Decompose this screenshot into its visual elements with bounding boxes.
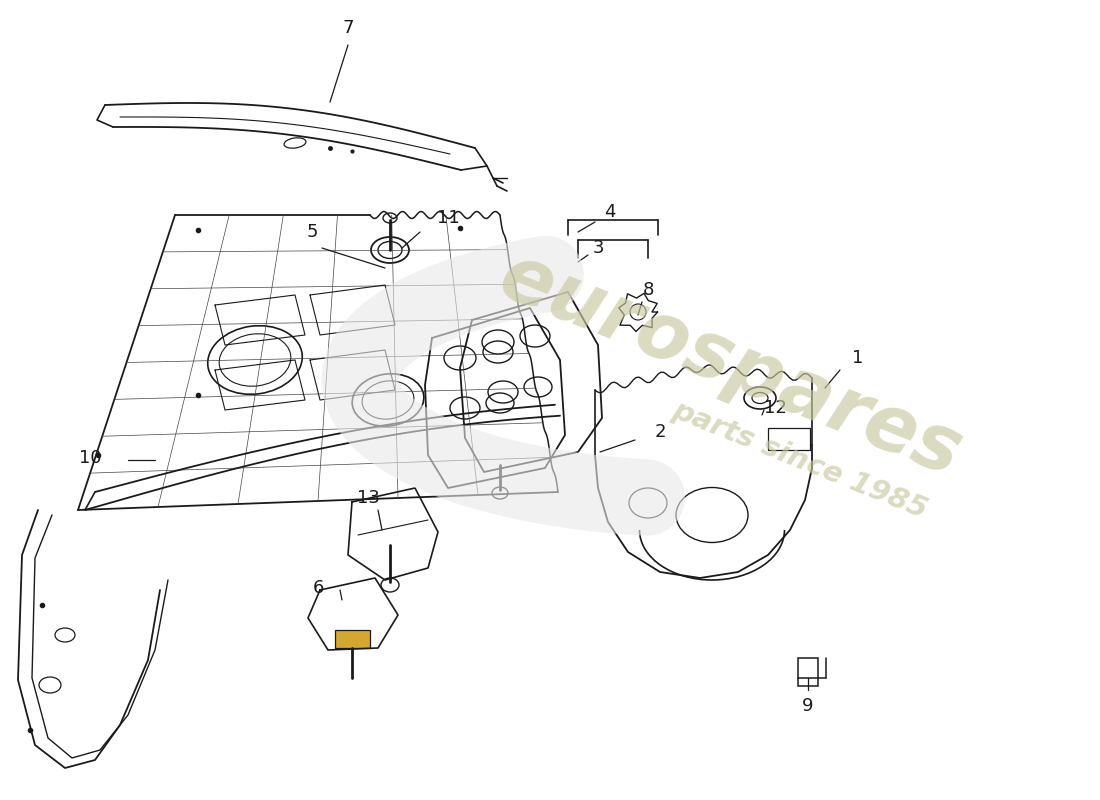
Text: eurospares: eurospares (488, 238, 972, 492)
Text: 5: 5 (306, 223, 318, 241)
Text: 12: 12 (763, 399, 786, 417)
Bar (798, 658, 818, 686)
Text: 3: 3 (592, 239, 604, 257)
Text: 2: 2 (654, 423, 666, 441)
Bar (336, 630, 370, 648)
Text: 10: 10 (79, 449, 101, 467)
Text: 7: 7 (342, 19, 354, 37)
Text: 9: 9 (802, 697, 814, 715)
Text: 8: 8 (642, 281, 653, 299)
Text: 1: 1 (852, 349, 864, 367)
Text: 4: 4 (604, 203, 616, 221)
Bar (768, 428, 810, 450)
Text: parts since 1985: parts since 1985 (669, 396, 932, 524)
Text: 6: 6 (312, 579, 323, 597)
Text: 11: 11 (437, 209, 460, 227)
Text: 13: 13 (356, 489, 380, 507)
